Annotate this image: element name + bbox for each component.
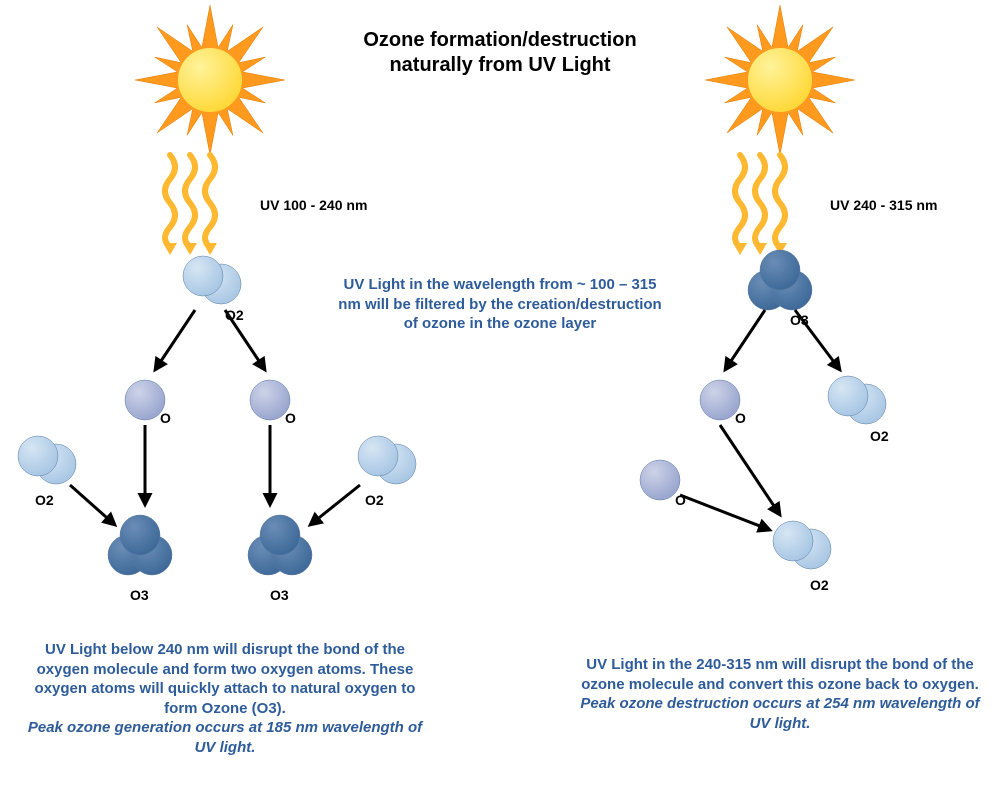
o3-molecule: [248, 515, 312, 575]
uv-label-right: UV 240 - 315 nm: [830, 197, 937, 213]
o3-left-label: O3: [130, 587, 149, 603]
o-low-label-right: O: [675, 492, 686, 508]
o2-top-label-left: O2: [225, 307, 244, 323]
center-caption: UV Light in the wavelength from ~ 100 – …: [335, 275, 665, 334]
flow-arrow: [155, 310, 195, 370]
uv-rays-icon: [733, 155, 787, 255]
bottom-caption-left-plain: UV Light below 240 nm will disrupt the b…: [35, 641, 416, 717]
o2-molecule: [183, 256, 241, 304]
uv-label-left: UV 100 - 240 nm: [260, 197, 367, 213]
flow-arrow: [720, 425, 780, 515]
bottom-caption-right-italic: Peak ozone destruction occurs at 254 nm …: [580, 695, 979, 732]
o-mid-label-right: O: [735, 410, 746, 426]
uv-rays-icon: [163, 155, 217, 255]
o-atom: [250, 380, 290, 420]
bottom-caption-right: UV Light in the 240-315 nm will disrupt …: [580, 655, 980, 733]
sun-icon: [705, 5, 855, 155]
o2-far-left-label: O2: [35, 492, 54, 508]
sun-icon: [135, 5, 285, 155]
o3-top-label-right: O3: [790, 312, 809, 328]
flow-arrow: [680, 495, 770, 530]
o-atom: [125, 380, 165, 420]
o-atom: [700, 380, 740, 420]
title-line2: naturally from UV Light: [389, 54, 610, 76]
o3-molecule: [108, 515, 172, 575]
o-atom: [640, 460, 680, 500]
o3-right-label: O3: [270, 587, 289, 603]
o2-molecule: [828, 376, 886, 424]
flow-arrow: [70, 485, 115, 525]
o2-far-right-label: O2: [365, 492, 384, 508]
o2-molecule: [18, 436, 76, 484]
o2-molecule: [358, 436, 416, 484]
o-left-label: O: [160, 410, 171, 426]
o2-mid-label-right: O2: [870, 428, 889, 444]
o2-final-label-right: O2: [810, 577, 829, 593]
bottom-caption-left: UV Light below 240 nm will disrupt the b…: [25, 640, 425, 757]
o3-molecule: [748, 250, 812, 310]
flow-arrow: [310, 485, 360, 525]
o-right-label: O: [285, 410, 296, 426]
title-line1: Ozone formation/destruction: [363, 29, 636, 51]
flow-arrow: [725, 310, 765, 370]
bottom-caption-right-plain: UV Light in the 240-315 nm will disrupt …: [581, 656, 979, 693]
o2-molecule: [773, 521, 831, 569]
page-title: Ozone formation/destruction naturally fr…: [360, 28, 640, 78]
bottom-caption-left-italic: Peak ozone generation occurs at 185 nm w…: [28, 719, 422, 756]
